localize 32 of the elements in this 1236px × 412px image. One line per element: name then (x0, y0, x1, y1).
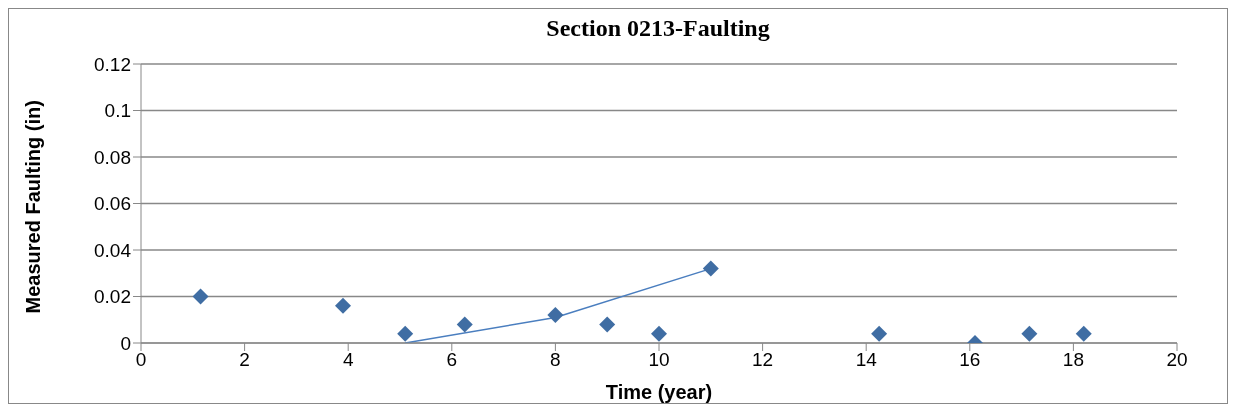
point (397, 325, 414, 342)
point (871, 325, 888, 342)
x-tick-label: 18 (1062, 349, 1084, 371)
chart-title: Section 0213-Faulting (545, 15, 771, 42)
x-tick-label: 12 (752, 349, 774, 371)
x-axis-title: Time (year) (605, 381, 713, 403)
x-tick-label: 8 (550, 349, 561, 371)
point (1075, 325, 1092, 342)
point (702, 260, 719, 277)
point (335, 297, 352, 314)
x-tick-label: 0 (135, 349, 147, 371)
point (1021, 325, 1038, 342)
y-tick-label: 0.02 (94, 286, 131, 308)
point (651, 325, 667, 342)
y-tick-label: 0.06 (94, 193, 131, 215)
y-tick-label: 0 (120, 332, 131, 354)
x-tick-label: 2 (239, 349, 250, 371)
y-axis-title: Measured Faulting (in) (22, 100, 45, 314)
x-tick-label: 4 (342, 349, 354, 371)
y-tick-label: 0.04 (94, 239, 132, 261)
x-tick-label: 14 (855, 349, 878, 371)
point (456, 316, 473, 333)
x-tick-label: 10 (648, 349, 670, 371)
point (192, 288, 209, 305)
x-tick-label: 16 (959, 349, 981, 371)
point (547, 307, 564, 324)
y-tick-label: 0.08 (94, 146, 131, 168)
y-tick-label: 0.12 (94, 53, 131, 75)
point (599, 316, 616, 333)
x-tick-label: 20 (1166, 349, 1188, 371)
y-tick-label: 0.1 (104, 100, 131, 122)
x-tick-label: 6 (446, 349, 458, 371)
